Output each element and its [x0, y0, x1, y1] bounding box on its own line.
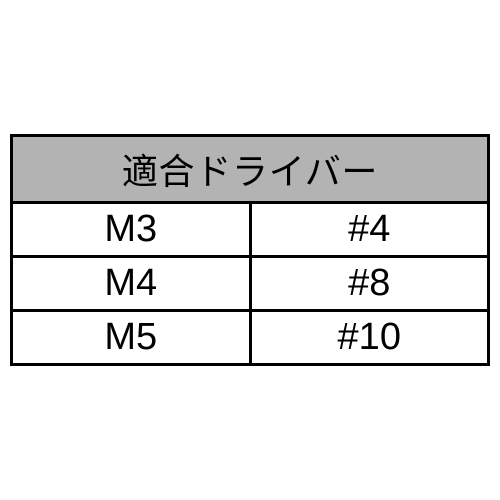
- cell-driver: #4: [250, 203, 489, 257]
- cell-driver: #10: [250, 311, 489, 365]
- table-row: M5 #10: [12, 311, 489, 365]
- table-row: M4 #8: [12, 257, 489, 311]
- cell-size: M5: [12, 311, 251, 365]
- cell-size: M3: [12, 203, 251, 257]
- table-header-row: 適合ドライバー: [12, 136, 489, 203]
- cell-driver: #8: [250, 257, 489, 311]
- table-row: M3 #4: [12, 203, 489, 257]
- cell-size: M4: [12, 257, 251, 311]
- table-body: M3 #4 M4 #8 M5 #10: [12, 203, 489, 365]
- driver-table: 適合ドライバー M3 #4 M4 #8 M5 #10: [10, 134, 490, 366]
- table-header: 適合ドライバー: [12, 136, 489, 203]
- driver-table-container: 適合ドライバー M3 #4 M4 #8 M5 #10: [10, 134, 490, 366]
